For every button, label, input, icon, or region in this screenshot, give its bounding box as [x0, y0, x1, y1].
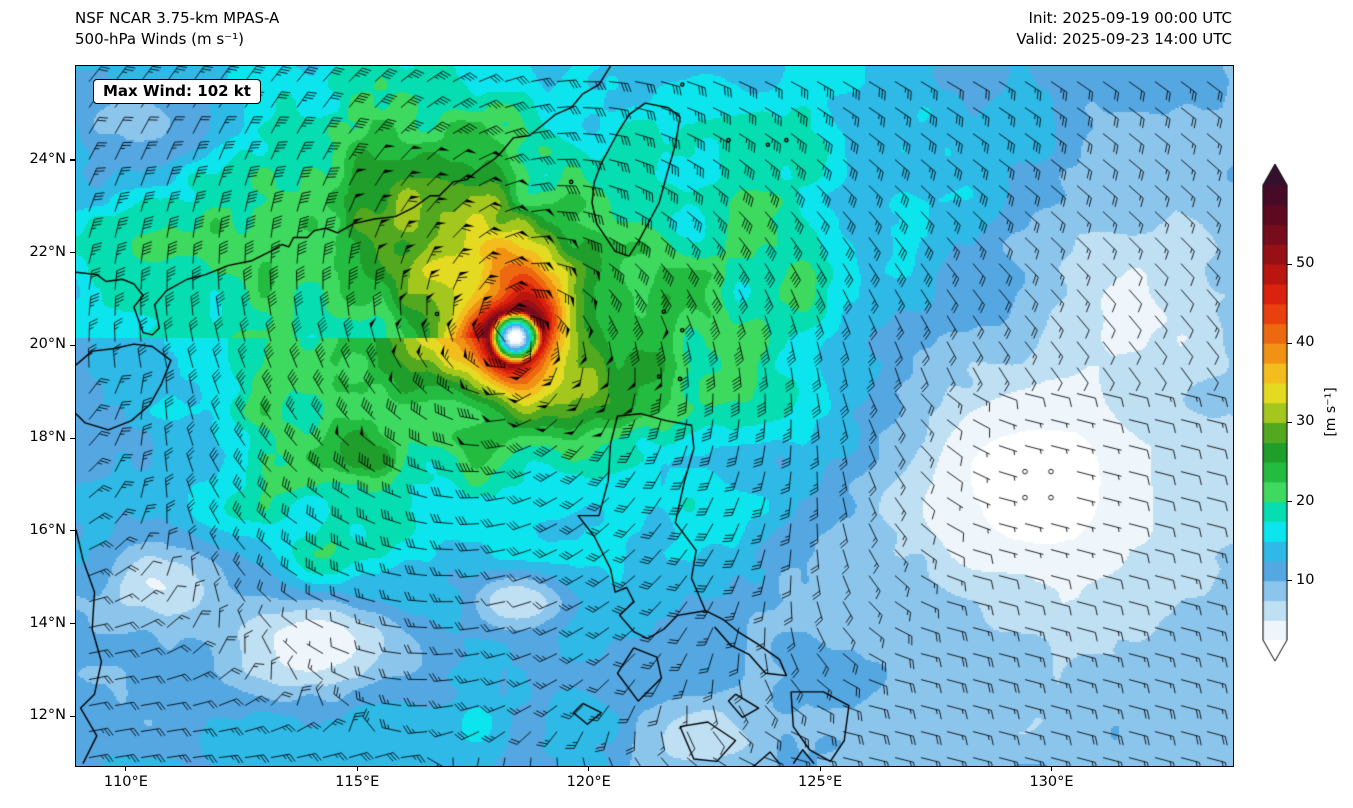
max-wind-badge: Max Wind: 102 kt	[93, 79, 261, 104]
tick-mark	[125, 766, 127, 771]
y-tick-label: 14°N	[29, 614, 66, 631]
tick-mark	[70, 437, 75, 439]
x-tick-label: 130°E	[1029, 774, 1074, 790]
colorbar-tick-label: 20	[1296, 492, 1315, 509]
tick-mark	[70, 252, 75, 254]
tick-mark	[1050, 766, 1053, 771]
title-line-2: 500-hPa Winds (m s⁻¹)	[75, 30, 244, 48]
wind-map-canvas	[76, 66, 1233, 766]
y-tick-label: 20°N	[29, 336, 66, 353]
colorbar-tick-label: 30	[1296, 413, 1315, 430]
tick-mark	[70, 159, 75, 161]
colorbar	[1262, 163, 1288, 662]
valid-time-label: Valid: 2025-09-23 14:00 UTC	[1016, 30, 1232, 48]
map-plot-area: Max Wind: 102 kt	[75, 65, 1234, 767]
colorbar-tick-label: 10	[1296, 571, 1315, 588]
tick-mark	[1287, 580, 1292, 582]
tick-mark	[356, 766, 358, 771]
tick-mark	[1287, 421, 1292, 423]
y-tick-label: 24°N	[29, 151, 66, 168]
x-tick-label: 125°E	[798, 774, 843, 790]
tick-mark	[1287, 342, 1292, 344]
tick-mark	[70, 623, 75, 625]
tick-mark	[1287, 263, 1292, 265]
run-times: Init: 2025-09-19 00:00 UTC Valid: 2025-0…	[1016, 8, 1232, 50]
x-tick-label: 115°E	[335, 774, 380, 790]
colorbar-tick-label: 40	[1296, 334, 1315, 351]
tick-mark	[70, 715, 75, 717]
figure-title: NSF NCAR 3.75-km MPAS-A 500-hPa Winds (m…	[75, 8, 279, 50]
tick-mark	[1287, 500, 1292, 503]
y-tick-label: 18°N	[29, 429, 66, 446]
tick-mark	[70, 530, 75, 532]
x-tick-label: 110°E	[103, 774, 148, 790]
y-tick-label: 12°N	[29, 707, 66, 724]
tick-mark	[70, 344, 75, 347]
title-line-1: NSF NCAR 3.75-km MPAS-A	[75, 9, 280, 27]
init-time-label: Init: 2025-09-19 00:00 UTC	[1028, 9, 1232, 27]
colorbar-unit-label: [m s⁻¹]	[1323, 387, 1339, 437]
colorbar-tick-label: 50	[1296, 255, 1315, 272]
y-tick-label: 16°N	[29, 521, 66, 538]
x-tick-label: 120°E	[566, 774, 611, 790]
y-tick-label: 22°N	[29, 243, 66, 260]
tick-mark	[819, 766, 821, 771]
tick-mark	[588, 766, 590, 771]
